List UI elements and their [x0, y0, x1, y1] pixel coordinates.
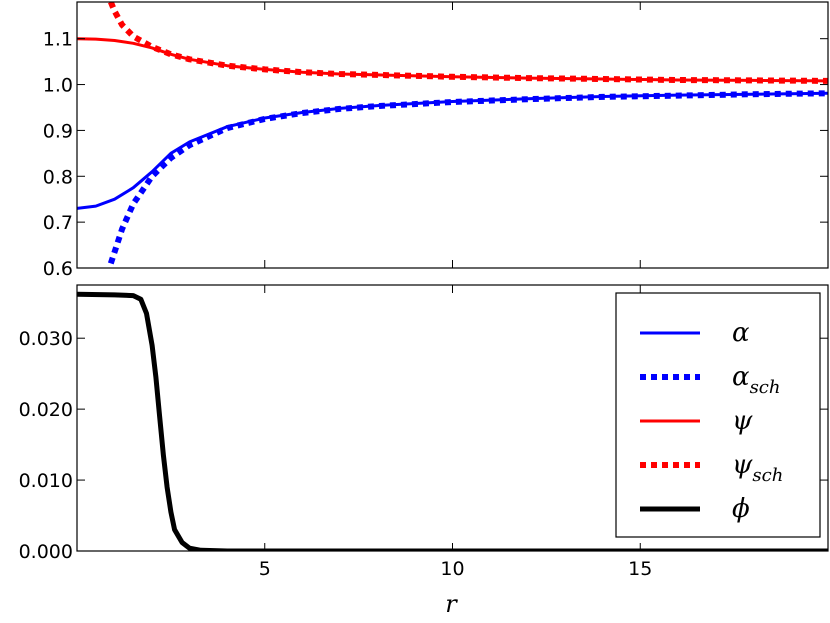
series-line [77, 91, 828, 210]
legend: α αsch ψ ψsch ϕ [615, 292, 821, 538]
legend-label: ψ [732, 406, 753, 436]
legend-label: ψsch [732, 450, 783, 486]
y-tick-label: 0.020 [19, 399, 73, 421]
x-tick-label: 15 [628, 558, 652, 580]
x-axis-label: r [445, 590, 458, 618]
y-tick-label: 0.000 [19, 541, 73, 563]
series-line [77, 291, 828, 551]
legend-label: ϕ [732, 494, 750, 524]
series-line [108, 2, 828, 84]
y-tick-label: 1.1 [43, 29, 73, 51]
y-tick-label: 0.030 [19, 328, 73, 350]
plot-frame [76, 1, 829, 269]
legend-label: α [732, 318, 750, 348]
top-panel: 0.6 0.7 0.8 0.9 1.0 1.1 [43, 1, 829, 280]
legend-label: αsch [732, 362, 780, 398]
y-tick-label: 0.7 [43, 212, 73, 234]
y-tick-label: 0.8 [43, 166, 73, 188]
x-tick-label: 5 [259, 558, 271, 580]
y-tick-label: 1.0 [43, 75, 73, 97]
y-tick-label: 0.010 [19, 470, 73, 492]
legend-box [615, 292, 821, 538]
x-tick-label: 10 [440, 558, 464, 580]
bottom-panel: 0.000 0.010 0.020 0.030 5 10 15 [19, 284, 829, 580]
series-line [107, 90, 828, 265]
y-tick-label: 0.9 [43, 120, 73, 142]
y-tick-label: 0.6 [43, 258, 73, 280]
